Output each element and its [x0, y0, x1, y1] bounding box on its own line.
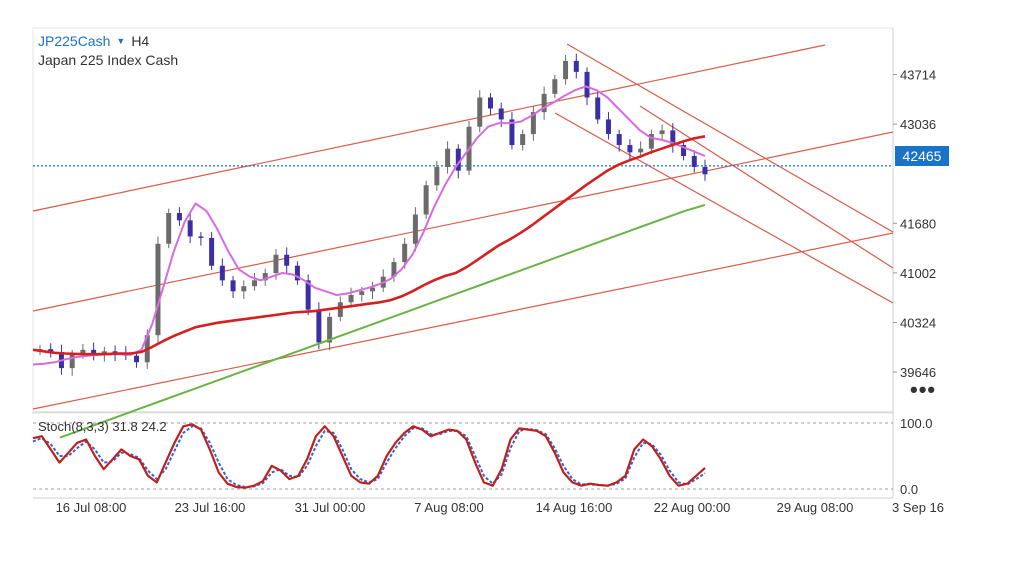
stochastic-label: Stoch(8,3,3) 31.8 24.2	[38, 419, 167, 434]
timeframe-label[interactable]: H4	[131, 33, 150, 49]
time-tick-label: 3 Sep 16	[892, 500, 944, 515]
candle-body	[659, 130, 665, 135]
candle-body	[402, 243, 408, 263]
candle-body	[348, 294, 354, 303]
candle-body	[520, 134, 526, 146]
candle-body	[284, 254, 290, 266]
price-tick-label: 41680	[900, 216, 936, 231]
stoch-level-label: 0.0	[900, 482, 918, 497]
ma_mid-line	[32, 135, 706, 356]
candle-body	[412, 214, 418, 244]
candle-body	[541, 93, 547, 113]
channel-line	[32, 232, 894, 410]
more-horizontal-icon[interactable]: •••	[910, 377, 937, 402]
candle-body	[563, 60, 569, 80]
candle-body	[252, 280, 258, 287]
stoch-level-label: 100.0	[900, 416, 933, 431]
candle-body	[176, 213, 182, 221]
candle-body	[155, 243, 161, 336]
ma_fast-line	[32, 85, 706, 366]
channel-line	[639, 105, 894, 269]
candle-body	[552, 79, 558, 94]
caret-down-icon[interactable]: ▼	[116, 36, 126, 46]
price-tick-label: 43036	[900, 117, 936, 132]
candle-body	[134, 355, 140, 363]
channel-line	[32, 131, 894, 312]
candle-body	[509, 119, 515, 146]
channel-line	[32, 44, 826, 212]
candle-body	[80, 349, 86, 355]
candle-body	[638, 148, 644, 153]
candle-body	[670, 130, 676, 146]
time-tick-label: 29 Aug 08:00	[777, 500, 854, 515]
symbol-selector[interactable]: JP225Cash ▼ H4	[38, 33, 149, 49]
candle-body	[423, 185, 429, 215]
candle-body	[691, 156, 697, 167]
symbol-name[interactable]: JP225Cash	[38, 33, 111, 49]
candle-body	[616, 134, 622, 146]
candle-body	[305, 280, 311, 310]
price-tick-label: 41002	[900, 266, 936, 281]
candle-body	[627, 145, 633, 153]
candle-body	[359, 291, 365, 295]
price-tick-label: 39646	[900, 365, 936, 380]
time-tick-label: 16 Jul 08:00	[56, 500, 127, 515]
candle-body	[648, 134, 654, 149]
instrument-description: Japan 225 Index Cash	[38, 52, 179, 68]
candle-body	[477, 97, 483, 127]
candle-body	[530, 112, 536, 135]
time-tick-label: 14 Aug 16:00	[536, 500, 613, 515]
candle-body	[391, 262, 397, 277]
time-tick-label: 23 Jul 16:00	[175, 500, 246, 515]
candle-body	[198, 236, 204, 238]
candle-body	[48, 349, 54, 353]
time-tick-label: 22 Aug 00:00	[654, 500, 731, 515]
candle-body	[91, 349, 97, 355]
price-pane-frame	[32, 27, 894, 414]
candle-body	[681, 145, 687, 156]
candle-body	[605, 119, 611, 135]
ma_slow-line	[59, 204, 706, 439]
channel-line	[554, 112, 894, 304]
candle-body	[498, 108, 504, 120]
channel-line	[566, 43, 894, 233]
candle-body	[166, 213, 172, 244]
candle-body	[337, 302, 343, 317]
candle-body	[573, 60, 579, 72]
candle-body	[434, 166, 440, 186]
current-price-badge: 42465	[895, 146, 949, 166]
candle-body	[209, 237, 215, 266]
candle-body	[455, 148, 461, 171]
candle-body	[273, 254, 279, 274]
candle-body	[445, 148, 451, 167]
candle-body	[584, 71, 590, 98]
candle-body	[327, 316, 333, 343]
price-tick-label: 43714	[900, 68, 936, 83]
candle-body	[595, 97, 601, 120]
candle-body	[69, 354, 75, 369]
candle-body	[316, 309, 322, 343]
candle-body	[241, 286, 247, 292]
candle-body	[230, 280, 236, 292]
candle-body	[487, 97, 493, 109]
candle-body	[219, 265, 225, 281]
candle-body	[294, 265, 300, 281]
price-tick-label: 40324	[900, 315, 936, 330]
time-tick-label: 31 Jul 00:00	[295, 500, 366, 515]
candle-body	[702, 166, 708, 175]
candle-body	[187, 220, 193, 237]
candle-body	[370, 287, 375, 292]
time-tick-label: 7 Aug 08:00	[414, 500, 483, 515]
candle-body	[262, 273, 268, 281]
stoch-k-line	[32, 423, 706, 489]
